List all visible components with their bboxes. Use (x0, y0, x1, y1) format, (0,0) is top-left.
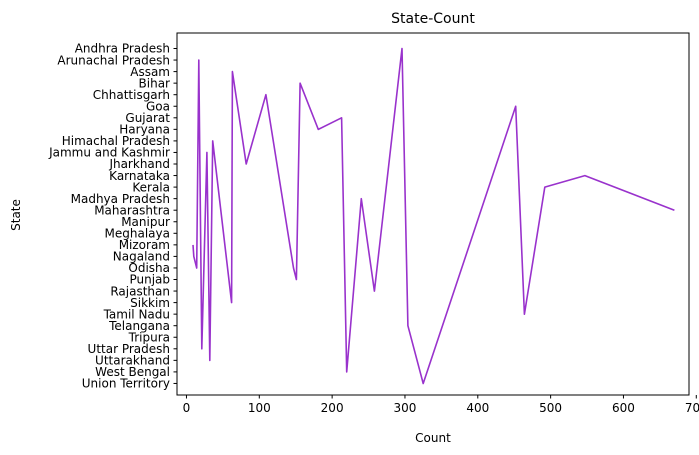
x-axis-label: Count (415, 431, 451, 445)
y-tick-label: Sikkim (130, 296, 170, 310)
y-tick-label: Kerala (132, 180, 170, 194)
x-tick-label: 300 (394, 401, 417, 415)
y-tick-label: Jammu and Kashmir (48, 146, 170, 160)
plot-area-frame (176, 32, 690, 396)
x-tick-label: 200 (321, 401, 344, 415)
y-tick-label: Tripura (128, 330, 170, 344)
x-tick-label: 0 (183, 401, 191, 415)
x-tick-label: 400 (466, 401, 489, 415)
y-axis-label: State (9, 199, 23, 231)
x-tick-label: 100 (248, 401, 271, 415)
x-tick-label: 500 (539, 401, 562, 415)
y-tick-label: Haryana (119, 123, 170, 137)
y-tick-label: Goa (146, 99, 170, 113)
y-tick-label: Andhra Pradesh (75, 42, 170, 56)
y-tick-label: Manipur (121, 215, 170, 229)
y-tick-label: Rajasthan (110, 284, 170, 298)
y-tick-label: Assam (130, 65, 170, 79)
y-tick-label: Tamil Nadu (103, 307, 170, 321)
y-tick-label: Odisha (128, 261, 170, 275)
y-tick-label: Arunachal Pradesh (57, 53, 170, 67)
x-tick-label: 700 (685, 401, 699, 415)
y-tick-label: Himachal Pradesh (62, 134, 170, 148)
y-tick-label: Bihar (139, 76, 171, 90)
x-tick-label: 600 (612, 401, 635, 415)
y-tick-label: Gujarat (125, 111, 170, 125)
y-tick-label: Chhattisgarh (93, 88, 170, 102)
y-tick-label: Jharkhand (108, 157, 170, 171)
y-tick-label: Mizoram (119, 238, 170, 252)
y-tick-label: Madhya Pradesh (71, 192, 170, 206)
y-tick-label: Karnataka (109, 169, 170, 183)
y-tick-label: Meghalaya (105, 227, 170, 241)
y-tick-label: Union Territory (82, 377, 170, 391)
y-tick-label: Uttarakhand (95, 354, 170, 368)
y-tick-label: Nagaland (113, 250, 170, 264)
chart-title: State-Count (391, 11, 475, 27)
x-axis-ticks: 0 100 200 300 400 500 600 700 (183, 395, 699, 415)
y-tick-label: Maharashtra (94, 203, 170, 217)
y-tick-label: West Bengal (95, 365, 170, 379)
y-tick-label: Punjab (129, 273, 170, 287)
series-line (192, 47, 675, 385)
y-tick-label: Telangana (108, 319, 170, 333)
y-tick-label: Uttar Pradesh (88, 342, 170, 356)
